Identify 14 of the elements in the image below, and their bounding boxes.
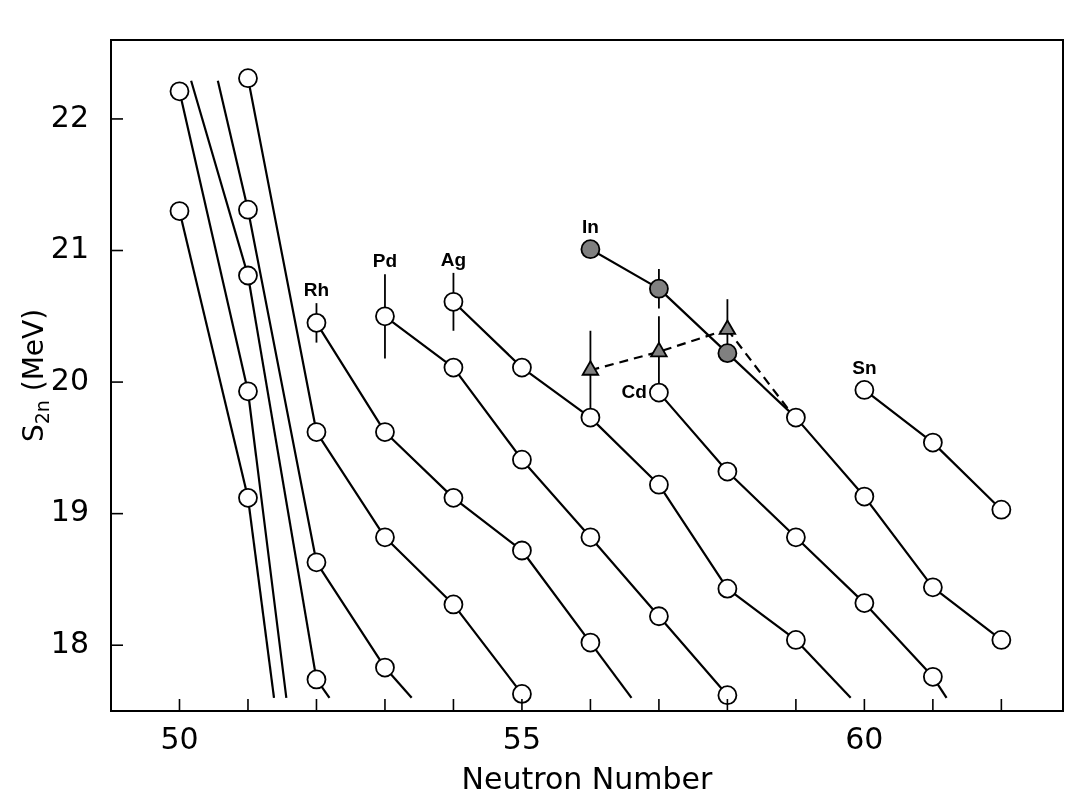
series-label: Rh: [303, 278, 330, 300]
series-label: Cd: [621, 381, 647, 403]
y-tick-label: 19: [50, 493, 89, 529]
x-tick-label: 55: [502, 720, 542, 756]
y-tick-label: 21: [50, 230, 89, 266]
series-label: In: [581, 215, 599, 237]
y-tick-label: 18: [50, 625, 89, 661]
series-label: Pd: [372, 249, 398, 271]
y-tick-label: 22: [50, 98, 89, 134]
series-label: Sn: [852, 356, 877, 378]
x-tick-label: 50: [160, 720, 199, 756]
x-tick-label: 60: [845, 720, 884, 756]
x-axis-title: Neutron Number: [461, 760, 714, 796]
series-label: Ag: [440, 248, 467, 270]
